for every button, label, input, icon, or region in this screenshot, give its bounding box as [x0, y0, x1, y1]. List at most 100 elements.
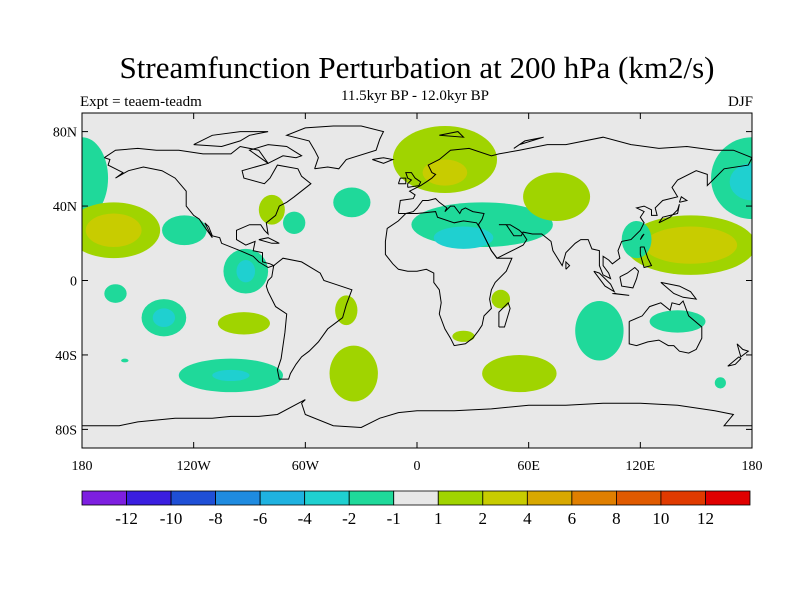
colorbar-label-6: -1 [387, 509, 401, 528]
perturbation-region-33 [121, 358, 129, 363]
y-tick-label-0: 80N [53, 126, 77, 141]
coastline-novaya-zemlya [513, 136, 544, 149]
x-tick-label-3: 0 [414, 459, 421, 474]
colorbar-box-8 [437, 490, 484, 506]
colorbar-box-7 [393, 490, 439, 506]
coastline-north-america [104, 145, 312, 269]
coastline-greenland [285, 125, 385, 170]
colorbar-box-9 [482, 490, 528, 506]
coastline-australia [628, 300, 703, 354]
colorbar-label-12: 10 [652, 509, 669, 528]
coastline-ireland [397, 177, 407, 185]
x-tick-label-6: 180 [742, 459, 763, 474]
colorbar-label-3: -6 [253, 509, 267, 528]
perturbation-region-30 [621, 220, 652, 259]
coastline-svalbard [439, 131, 465, 138]
coastline-south-america [265, 257, 353, 380]
colorbar-box-12 [616, 490, 662, 506]
colorbar-box-6 [348, 490, 395, 506]
perturbation-region-24 [491, 289, 511, 309]
colorbar-label-5: -2 [342, 509, 356, 528]
coastline-japan [658, 204, 680, 224]
colorbar-box-1 [126, 490, 172, 506]
coastline-cuba [258, 237, 280, 244]
time-period-label: 11.5kyr BP - 12.0kyr BP [340, 88, 490, 104]
perturbation-region-16 [212, 369, 250, 381]
coastline-uk [405, 172, 422, 188]
coastline-new-guinea [660, 281, 698, 300]
perturbation-region-22 [433, 226, 494, 249]
colorbar: -12 -10 -8 -6 -4 -2 -1 1 2 4 6 8 10 12 [81, 490, 751, 528]
coastline-baffin [248, 144, 303, 164]
coastline-nz-south [727, 356, 742, 367]
colorbar-box-2 [170, 490, 216, 506]
colorbar-box-4 [259, 490, 306, 506]
coastlines [82, 125, 752, 429]
latitude-axis: 80N 40N 0 40S 80S [53, 126, 752, 438]
y-tick-label-4: 80S [55, 423, 77, 438]
colorbar-label-8: 2 [479, 509, 488, 528]
perturbation-region-18 [329, 345, 378, 402]
x-tick-label-4: 60E [517, 459, 540, 474]
coastline-philippines [639, 246, 653, 269]
perturbation-region-9 [283, 211, 306, 234]
coastline-sumatra [593, 270, 616, 294]
perturbation-region-10 [333, 187, 371, 218]
perturbation-region-19 [392, 126, 498, 194]
colorbar-label-2: -8 [209, 509, 223, 528]
coastline-sri-lanka [565, 260, 571, 270]
colorbar-label-1: -10 [160, 509, 183, 528]
colorbar-label-13: 12 [697, 509, 714, 528]
perturbation-region-4 [85, 213, 142, 247]
perturbation-regions [82, 126, 752, 402]
perturbation-region-14 [217, 312, 270, 335]
perturbation-region-32 [714, 377, 726, 389]
longitude-axis: 180 120W 60W 0 60E 120E 180 [72, 113, 763, 474]
perturbation-region-17 [335, 295, 358, 326]
coastline-antarctica [82, 399, 752, 429]
y-tick-label-1: 40N [53, 200, 77, 215]
experiment-label: Expt = teaem-teadm [80, 94, 202, 110]
season-label: DJF [727, 94, 753, 110]
x-tick-label-2: 60W [292, 459, 320, 474]
coastline-africa [384, 211, 513, 347]
coastline-new-zealand [736, 343, 750, 358]
colorbar-box-3 [215, 490, 261, 506]
coastline-taiwan [639, 233, 645, 240]
colorbar-label-0: -12 [115, 509, 138, 528]
coastline-iceland [372, 157, 395, 164]
coastline-borneo [619, 266, 640, 289]
colorbar-box-5 [304, 490, 350, 506]
colorbar-label-11: 8 [612, 509, 621, 528]
colorbar-label-7: 1 [434, 509, 443, 528]
coastline-arctic-islands [193, 131, 269, 148]
perturbation-region-29 [644, 226, 738, 264]
perturbation-region-23 [523, 172, 591, 221]
perturbation-region-11 [104, 284, 127, 303]
coastline-java [612, 293, 630, 296]
perturbation-region-31 [649, 310, 706, 333]
perturbation-region-26 [482, 354, 557, 393]
perturbation-region-8 [258, 194, 285, 225]
x-tick-label-1: 120W [177, 459, 212, 474]
x-tick-label-0: 180 [72, 459, 93, 474]
x-tick-label-5: 120E [626, 459, 656, 474]
colorbar-label-4: -4 [298, 509, 313, 528]
coastline-hokkaido [678, 196, 689, 203]
perturbation-region-27 [575, 300, 624, 361]
coastline-madagascar [498, 301, 511, 328]
colorbar-box-10 [526, 490, 573, 506]
colorbar-box-11 [571, 490, 617, 506]
perturbation-region-5 [162, 215, 207, 246]
perturbation-region-2 [729, 163, 752, 201]
chart-title: Streamfunction Perturbation at 200 hPa (… [119, 50, 715, 85]
y-tick-label-2: 0 [70, 275, 77, 290]
colorbar-box-14 [705, 490, 751, 506]
perturbation-region-7 [236, 260, 256, 283]
colorbar-label-10: 6 [568, 509, 577, 528]
perturbation-region-0 [82, 137, 109, 220]
y-tick-label-3: 40S [55, 349, 77, 364]
perturbation-region-25 [452, 330, 475, 342]
colorbar-box-0 [81, 490, 127, 506]
